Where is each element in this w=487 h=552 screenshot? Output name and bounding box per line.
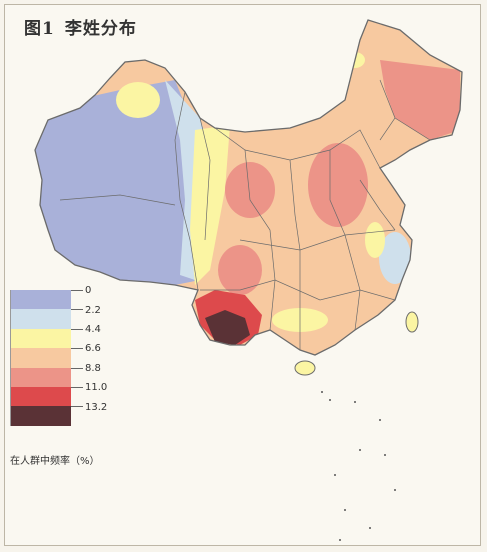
south-china-sea-islands: [321, 391, 396, 541]
region-northeast-core: [390, 73, 450, 117]
legend-tick: [71, 367, 83, 369]
legend-tick-label: 8.8: [85, 362, 101, 374]
legend-tick: [71, 328, 83, 330]
legend-tick: [71, 406, 83, 408]
legend-tick-label: 0: [85, 285, 92, 297]
legend-tick-label: 13.2: [85, 401, 108, 413]
legend-item: 11.0: [10, 382, 107, 407]
border-xinjiang-south: [59, 194, 176, 206]
legend-tick-label: 2.2: [85, 304, 101, 316]
legend-tick: [71, 386, 83, 388]
legend-swatch: [10, 348, 71, 368]
legend-item: 6.6: [10, 343, 107, 368]
legend-swatch: [10, 386, 71, 407]
region-central-salmon: [308, 143, 368, 227]
border-shaanxi-sichuan: [244, 149, 276, 331]
legend-swatch: [10, 328, 71, 349]
border-south: [200, 279, 396, 301]
region-yunnan-dark: [205, 310, 250, 345]
region-shaanxi-salmon: [225, 162, 275, 218]
region-gansu-yellow: [190, 125, 230, 285]
legend-caption: 在人群中频率（%）: [10, 456, 100, 467]
region-east-lightblue: [379, 232, 411, 284]
taiwan-island: [405, 311, 419, 333]
legend-tick: [71, 309, 83, 311]
legend-item: 0: [10, 285, 107, 310]
border-heilongjiang: [379, 79, 396, 141]
border-gansu: [199, 117, 211, 241]
legend: 0 2.2 4.4 6.6 8.8 11.0 13.2: [10, 285, 107, 426]
border-northeast: [394, 117, 453, 141]
region-north-yellow: [116, 82, 160, 118]
hainan-island: [294, 360, 316, 376]
figure-title-text: 李姓分布: [64, 19, 137, 39]
legend-swatch: [10, 309, 71, 329]
legend-tick-label: 11.0: [85, 382, 108, 394]
border-shandong: [359, 179, 396, 231]
legend-tick-label: 6.6: [85, 343, 101, 355]
legend-tick: [71, 290, 83, 291]
china-outline: [34, 19, 463, 356]
legend-item: 8.8: [10, 363, 107, 387]
region-sichuan-salmon: [218, 245, 262, 295]
figure-title: 图1 李姓分布: [24, 14, 137, 39]
legend-swatch: [10, 290, 71, 310]
border-yangtze: [239, 229, 396, 251]
legend-swatch: [10, 406, 71, 426]
legend-item: 2.2: [10, 305, 107, 329]
region-west-blue: [35, 80, 200, 290]
border-inner-mongolia: [214, 127, 381, 169]
legend-item: 4.4: [10, 324, 107, 349]
figure-number: 图1: [24, 19, 55, 39]
legend-tick-label: 4.4: [85, 323, 101, 335]
legend-swatch: [10, 367, 71, 387]
border-xinjiang-tibet: [174, 91, 199, 291]
region-east-yellow: [365, 222, 385, 258]
legend-tick: [71, 348, 83, 350]
legend-item: 13.2: [10, 402, 107, 426]
province-borders: [59, 79, 453, 350]
